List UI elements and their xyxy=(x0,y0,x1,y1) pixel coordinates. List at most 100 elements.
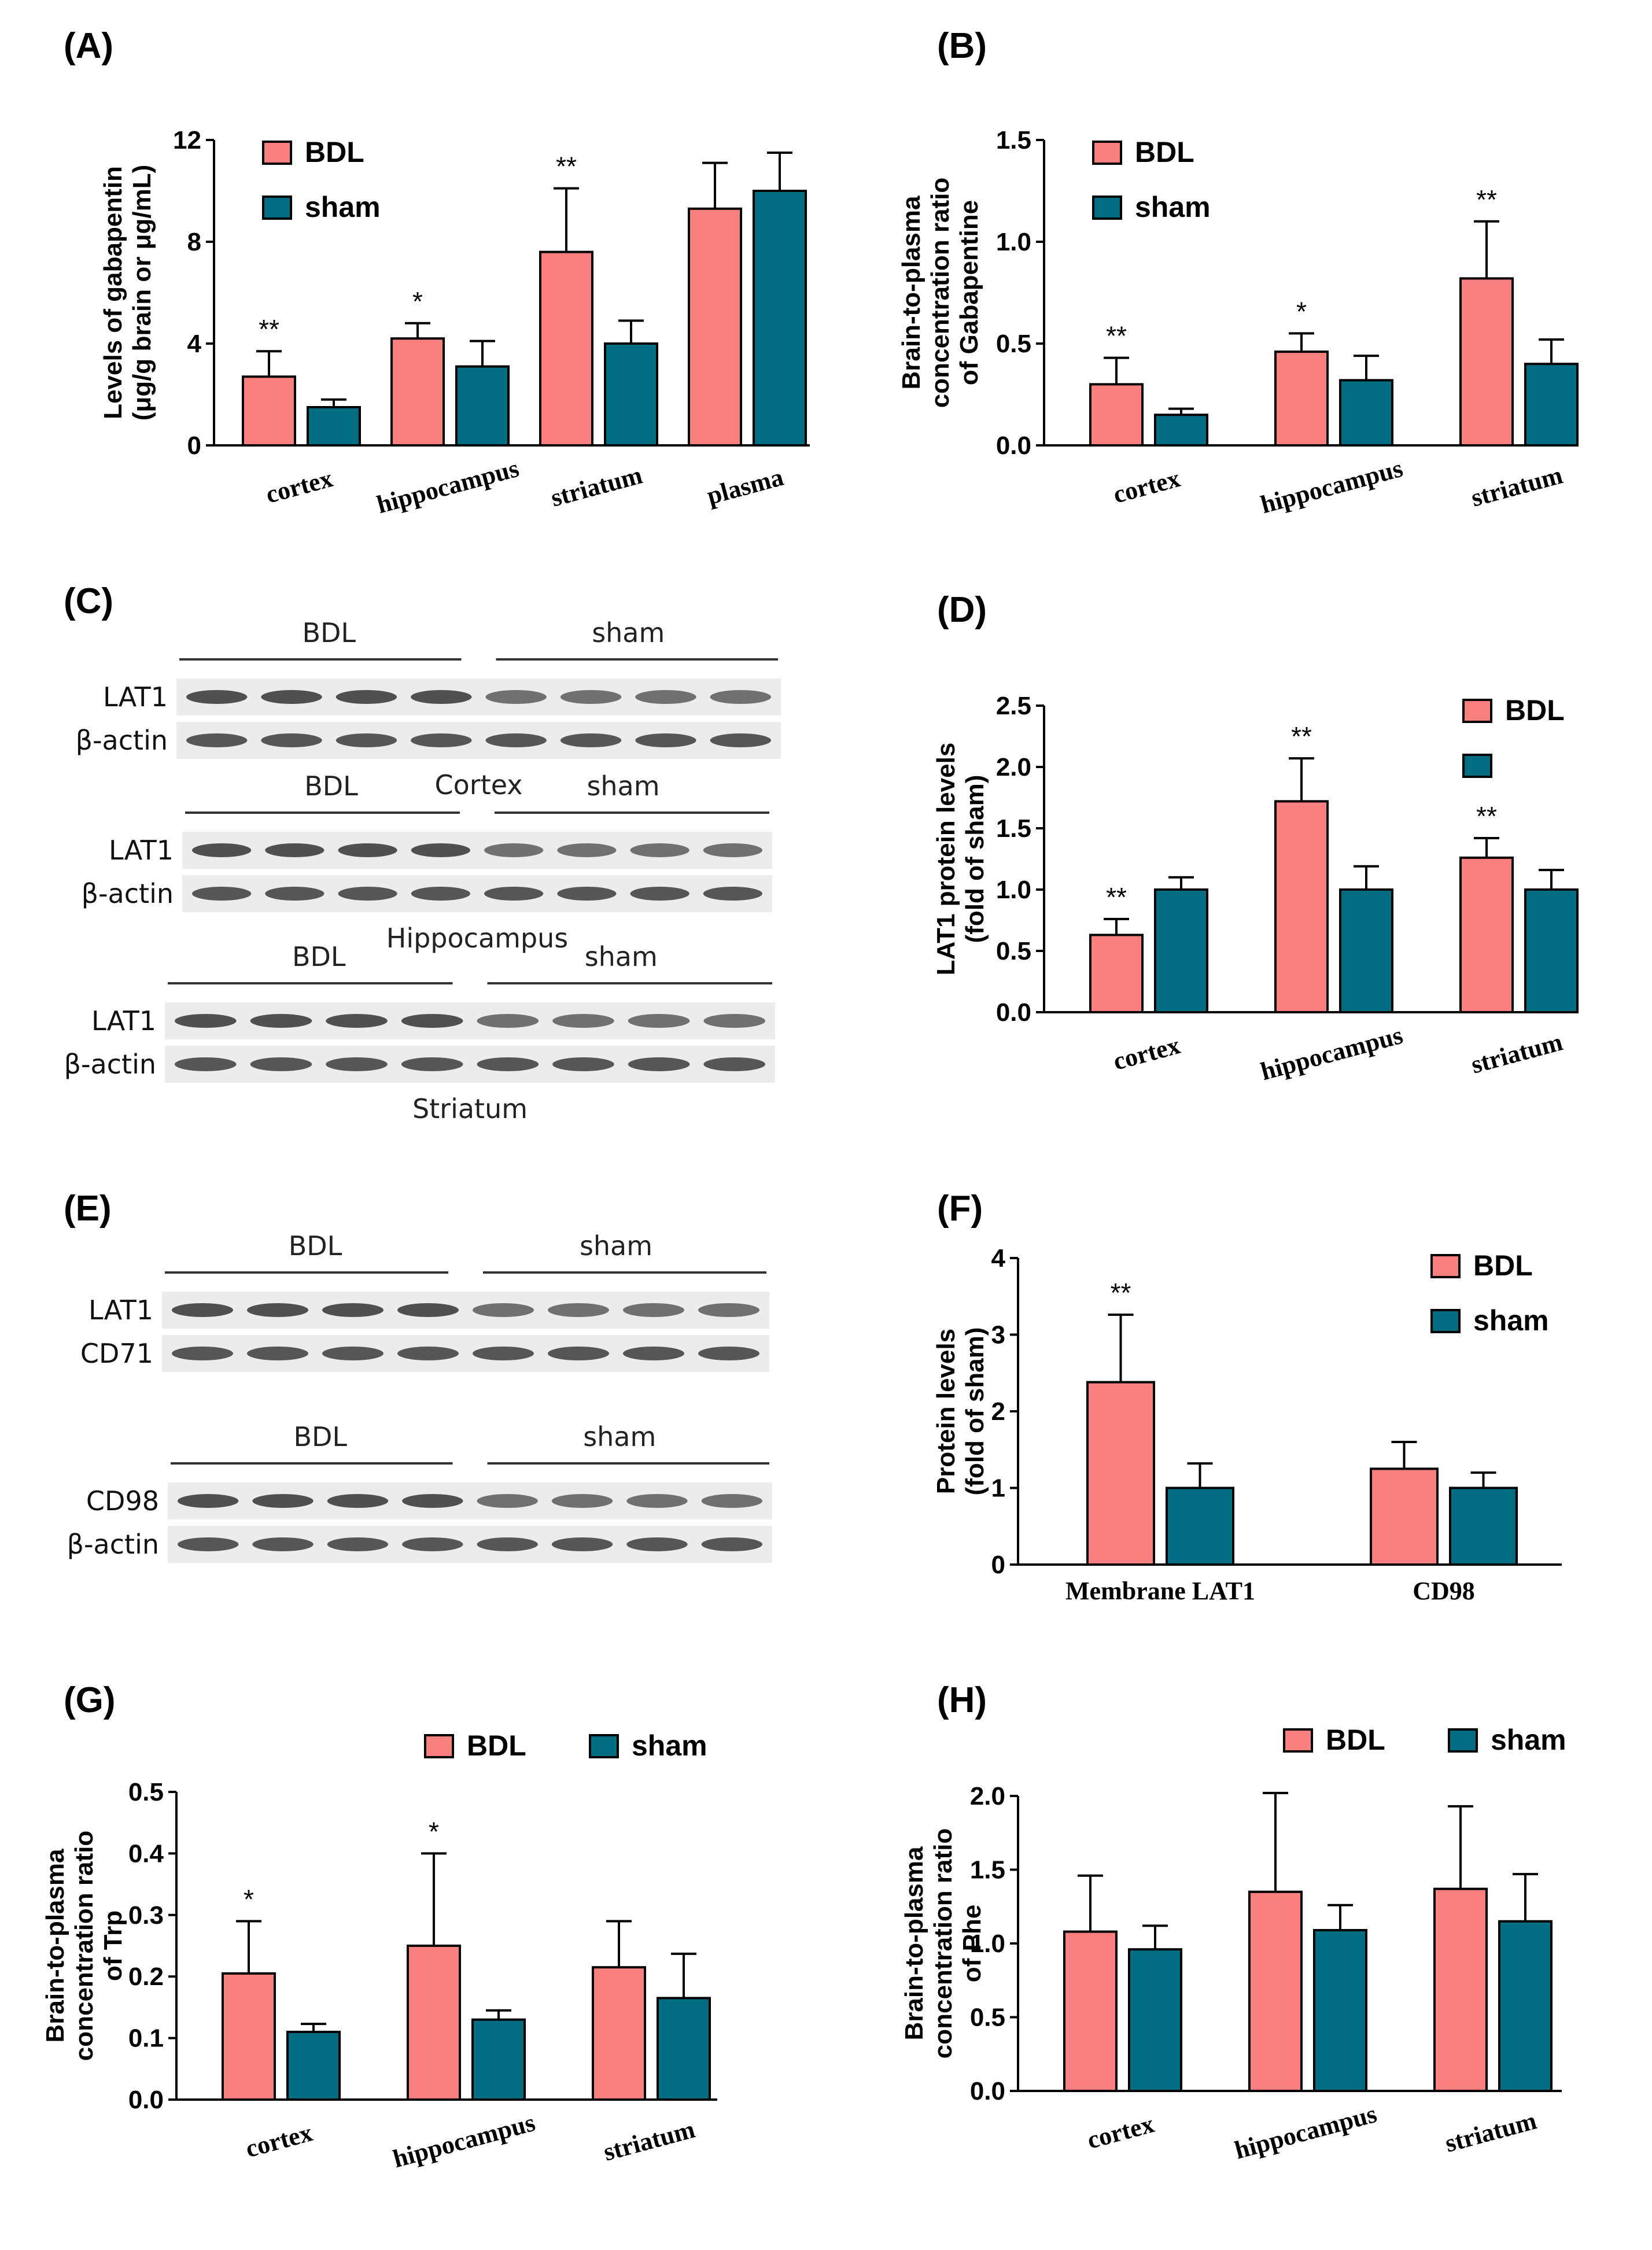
y-tick-label: 0.1 xyxy=(128,2024,164,2053)
blot-band xyxy=(485,733,547,747)
chart-d: 0.0 0.5 1.0 1.5 2.0 2.5 LAT1 protein levels (fo… xyxy=(932,692,1579,1086)
blot-band xyxy=(630,843,689,857)
blot-band xyxy=(701,1537,762,1551)
x-category-label: striatum xyxy=(1442,2106,1539,2157)
blot-band xyxy=(175,1014,237,1028)
bar-sham-hippocampus xyxy=(455,365,510,447)
blot-band xyxy=(411,843,470,857)
legend-label: sham xyxy=(1473,1304,1549,1337)
blot-band xyxy=(322,1303,384,1317)
y-axis-label: LAT1 protein levels xyxy=(932,743,960,976)
legend-swatch-bdl xyxy=(424,1734,454,1758)
blot-band xyxy=(326,1014,388,1028)
y-tick-label: 2 xyxy=(991,1397,1005,1426)
y-tick-label: 4 xyxy=(991,1244,1006,1272)
blot-band xyxy=(548,1347,609,1360)
significance-marker: ** xyxy=(1476,185,1497,215)
legend-swatch-bdl xyxy=(262,141,292,165)
x-category-label: striatum xyxy=(548,460,645,512)
blot-band xyxy=(560,690,622,704)
blot-band xyxy=(335,690,397,704)
panel-label-e: (E) xyxy=(64,1189,112,1229)
bar-bdl-cortex xyxy=(222,1972,276,2101)
blot-band xyxy=(477,1057,539,1071)
y-axis-label: concentration ratio xyxy=(70,1831,98,2061)
bar-sham-striatum xyxy=(1524,363,1579,447)
blot-band xyxy=(411,733,472,747)
blot-band xyxy=(250,1014,312,1028)
x-category-label: hippocampus xyxy=(390,2108,538,2174)
blot-band xyxy=(401,1014,463,1028)
blot-row-label: β-actin xyxy=(64,1049,156,1080)
bar-sham-cortex xyxy=(307,406,361,447)
blot-group-label: sham xyxy=(585,941,658,972)
y-tick-label: 1.0 xyxy=(970,1930,1005,1958)
blot-band xyxy=(327,1494,389,1508)
blot-band xyxy=(477,1494,538,1508)
chart-h: 0.0 0.5 1.0 1.5 2.0 Brain-to-plasma concentrat… xyxy=(900,1724,1566,2164)
y-tick-label: 0.3 xyxy=(128,1901,164,1930)
blot-band xyxy=(172,1303,233,1317)
blot-group-label: sham xyxy=(587,770,659,802)
blot-band xyxy=(623,1303,684,1317)
x-category-label: striatum xyxy=(1468,1027,1565,1079)
x-category-label: hippocampus xyxy=(1258,454,1406,519)
legend-swatch-bdl xyxy=(1430,1254,1461,1278)
blot-band xyxy=(178,1494,239,1508)
y-tick-label: 1.5 xyxy=(996,814,1031,843)
bar-bdl-striatum xyxy=(1459,277,1514,447)
blot-row-label: β-actin xyxy=(82,878,174,909)
bar-sham-plasma xyxy=(753,190,807,447)
legend-swatch-sham xyxy=(262,196,292,220)
bar-sham-striatum xyxy=(657,1997,711,2101)
blot-row-label: LAT1 xyxy=(91,1005,156,1037)
significance-marker: ** xyxy=(1111,1278,1131,1308)
y-tick-label: 1.0 xyxy=(996,876,1031,904)
y-axis-label: of Phe xyxy=(958,1905,986,1982)
x-category-label: cortex xyxy=(1110,464,1183,509)
y-tick-label: 0.5 xyxy=(128,1778,164,1806)
bar-bdl-hippocampus xyxy=(390,337,445,447)
blot-band xyxy=(411,690,472,704)
panel-label-g: (G) xyxy=(64,1680,116,1720)
blot-band xyxy=(703,1057,765,1071)
x-category-label: striatum xyxy=(1468,460,1565,512)
y-tick-label: 8 xyxy=(187,228,201,256)
blot-band xyxy=(402,1494,463,1508)
bar-sham-hippocampus xyxy=(1339,379,1393,447)
y-axis-label: (fold of sham) xyxy=(961,1327,989,1496)
blot-row-label: β-actin xyxy=(76,725,168,756)
x-category-label: CD98 xyxy=(1413,1577,1475,1605)
y-axis-label: concentration ratio xyxy=(929,1828,957,2059)
blot-band xyxy=(477,1537,538,1551)
legend-label: BDL xyxy=(305,136,364,168)
significance-marker: ** xyxy=(1291,721,1312,751)
blot-band xyxy=(247,1303,308,1317)
blot-band xyxy=(338,887,397,901)
y-tick-label: 0.5 xyxy=(970,2004,1005,2032)
blot-row-label: LAT1 xyxy=(109,835,174,866)
blot-band xyxy=(710,733,771,747)
blot-band xyxy=(402,1537,463,1551)
bar-sham-hippocampus xyxy=(1313,1929,1367,2093)
legend-swatch-sham xyxy=(1430,1309,1461,1333)
y-axis-label: Brain-to-plasma xyxy=(897,196,925,389)
bar-bdl-striatum xyxy=(592,1966,646,2101)
bar-bdl-membrane-lat1 xyxy=(1086,1381,1155,1566)
blot-group-label: BDL xyxy=(289,1230,342,1262)
western-blots: BDL sham LAT1 β-actin Cortex BDL sham LAT1 β-act… xyxy=(64,617,781,1563)
blot-band xyxy=(186,733,248,747)
bar-bdl-cortex xyxy=(1089,383,1144,447)
blot-band xyxy=(626,1494,688,1508)
blot-band xyxy=(623,1347,684,1360)
bar-bdl-hippocampus xyxy=(1274,800,1329,1013)
bar-sham-cortex xyxy=(1154,888,1208,1013)
x-category-label: hippocampus xyxy=(374,454,522,519)
y-tick-label: 1 xyxy=(991,1474,1005,1503)
bar-bdl-cd98 xyxy=(1370,1467,1439,1566)
panel-label-c: (C) xyxy=(64,581,113,621)
x-category-label: cortex xyxy=(263,464,335,509)
blot-band xyxy=(397,1347,459,1360)
bar-sham-striatum xyxy=(1498,1920,1553,2092)
blot-band xyxy=(635,733,696,747)
